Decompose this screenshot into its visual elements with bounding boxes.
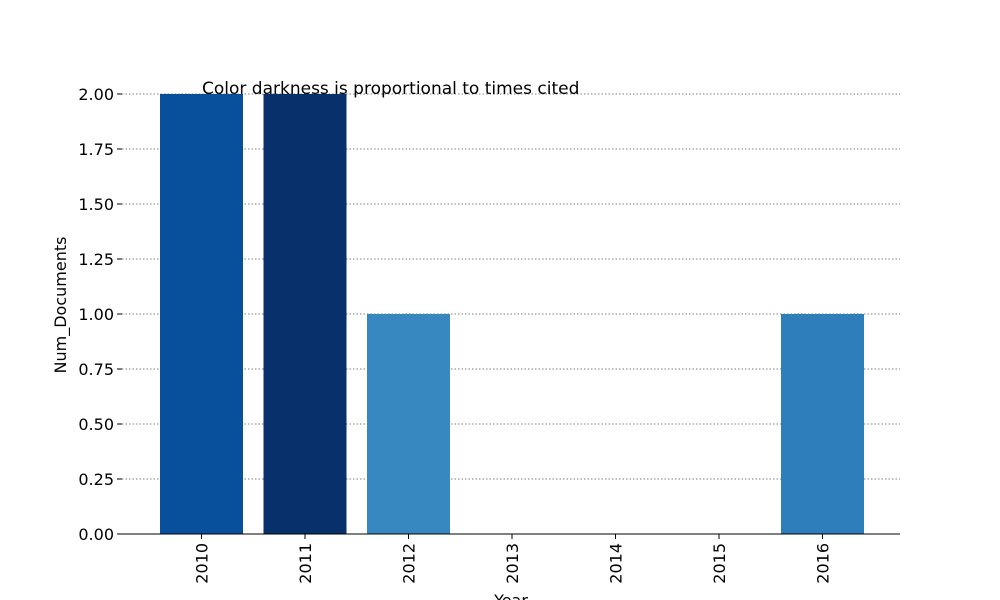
y-tick-label: 1.00: [78, 305, 114, 324]
y-axis-ticks: 0.00 0.25 0.50 0.75 1.00 1.25 1.50 1.75 2.00: [78, 85, 122, 544]
x-tick-label: 2011: [296, 543, 315, 584]
y-tick-label: 0.75: [78, 360, 114, 379]
x-tick-label: 2015: [710, 543, 729, 584]
x-tick-label: 2010: [193, 543, 212, 584]
bar-2010: [160, 94, 243, 534]
x-tick-label: 2012: [400, 543, 419, 584]
bars: [160, 94, 864, 534]
y-tick-label: 2.00: [78, 85, 114, 104]
x-axis-ticks: 2010 2011 2012 2013 2014 2015 2016: [193, 534, 833, 584]
y-tick-label: 0.50: [78, 415, 114, 434]
x-axis-label: Year: [493, 591, 528, 600]
y-tick-label: 1.50: [78, 195, 114, 214]
y-axis-label: Num_Documents: [51, 237, 71, 374]
bar-2012: [367, 314, 450, 534]
bar-2016: [781, 314, 864, 534]
grid-lines: [122, 93, 900, 480]
x-tick-label: 2014: [607, 543, 626, 584]
y-tick-label: 1.25: [78, 250, 114, 269]
chart-annotation: Color darkness is proportional to times …: [202, 79, 579, 99]
bar-2011: [263, 94, 347, 534]
x-tick-label: 2016: [814, 543, 833, 584]
y-tick-label: 0.25: [78, 470, 114, 489]
y-tick-label: 1.75: [78, 140, 114, 159]
y-tick-label: 0.00: [78, 525, 114, 544]
x-tick-label: 2013: [503, 543, 522, 584]
